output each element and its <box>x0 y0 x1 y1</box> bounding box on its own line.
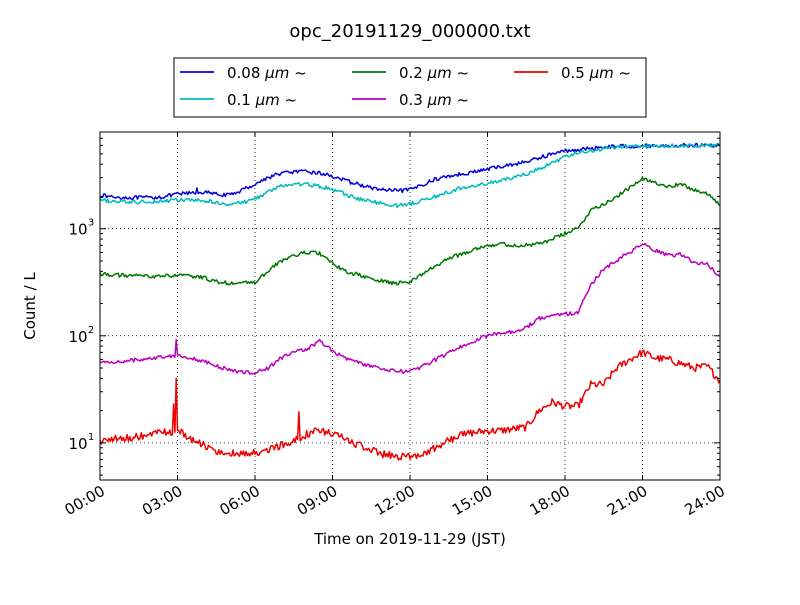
ticks <box>99 131 721 480</box>
y-tick-label-exponent: 2 <box>88 325 94 336</box>
legend-label-0.08: 0.08 μm ~ <box>227 64 307 82</box>
x-tick-label: 24:00 <box>682 482 728 519</box>
x-tick-label: 12:00 <box>372 482 418 519</box>
series-line-0.3 <box>99 242 721 375</box>
legend: 0.08 μm ~ 0.1 μm ~ 0.2 μm ~ 0.3 μm ~ 0.5 μm … <box>173 57 647 118</box>
series-lines <box>99 142 721 461</box>
y-tick-label: 10 <box>68 435 87 453</box>
x-tick-label: 00:00 <box>62 482 108 519</box>
x-tick-label: 03:00 <box>139 482 185 519</box>
series-line-0.08 <box>99 142 721 201</box>
legend-box <box>173 57 647 118</box>
y-axis-label: Count / L <box>21 272 39 340</box>
legend-label-0.3: 0.3 μm ~ <box>399 91 469 109</box>
x-tick-label: 09:00 <box>294 482 340 519</box>
series-line-0.1 <box>99 143 720 209</box>
series-line-0.5 <box>99 349 721 461</box>
legend-label-0.5: 0.5 μm ~ <box>561 64 631 82</box>
y-tick-label-exponent: 3 <box>88 218 94 229</box>
x-tick-label: 06:00 <box>217 482 263 519</box>
x-axis-label: Time on 2019-11-29 (JST) <box>313 530 506 548</box>
legend-label-0.1: 0.1 μm ~ <box>227 91 297 109</box>
y-tick-label: 10 <box>68 328 87 346</box>
legend-label-0.2: 0.2 μm ~ <box>399 64 469 82</box>
x-tick-label: 15:00 <box>449 482 495 519</box>
x-tick-label: 21:00 <box>604 482 650 519</box>
y-tick-label-exponent: 1 <box>88 432 94 443</box>
x-axis-tick-labels: 00:00 03:00 06:00 09:00 12:00 15:00 18:00 21:00… <box>62 482 728 519</box>
grid <box>100 132 720 480</box>
plot-area <box>99 131 721 481</box>
x-tick-label: 18:00 <box>527 482 573 519</box>
series-line-0.2 <box>99 176 721 286</box>
chart-title: opc_20191129_000000.txt <box>289 21 530 42</box>
y-tick-label: 10 <box>68 221 87 239</box>
